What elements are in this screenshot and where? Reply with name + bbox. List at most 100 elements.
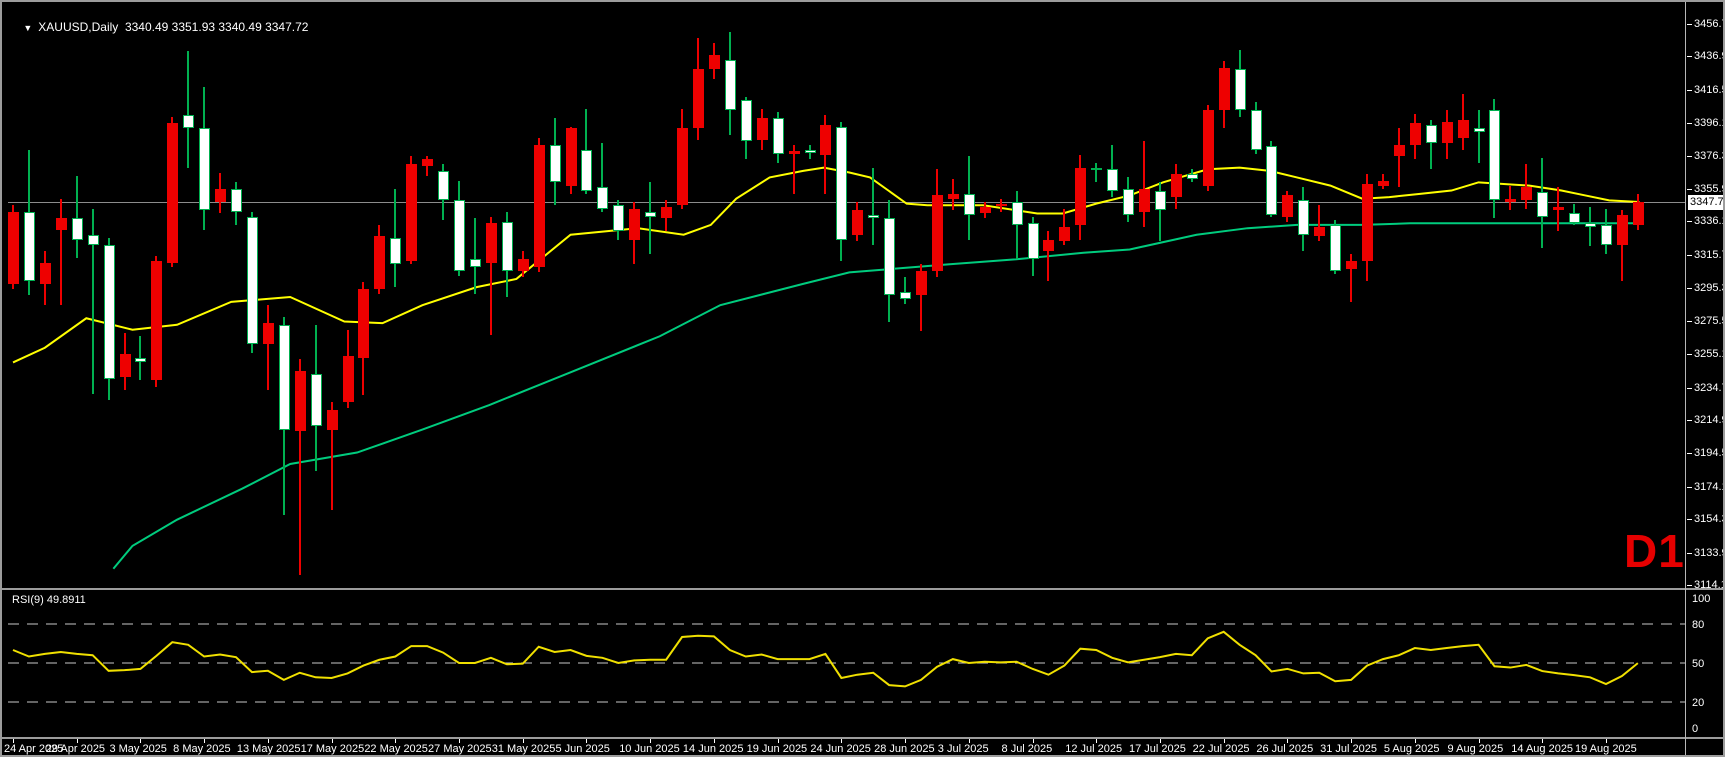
candle-body-bear	[549, 144, 561, 183]
candle-body-bull	[820, 125, 832, 155]
candle-body-bear	[1091, 167, 1103, 170]
date-axis-divider	[2, 737, 1723, 739]
date-tick	[76, 739, 78, 743]
candle-body-bull	[358, 288, 370, 358]
candle-body-bull	[947, 193, 959, 199]
price-axis-label: 3336.10	[1694, 215, 1723, 228]
price-axis-label: 3315.70	[1694, 248, 1723, 261]
price-tick	[1687, 519, 1692, 521]
candle-wick	[394, 188, 397, 288]
date-axis-label: 29 Apr 2025	[45, 743, 106, 755]
candle-body-bull	[374, 236, 386, 289]
rsi-axis-label: 0	[1692, 723, 1699, 735]
date-axis-label: 12 Jul 2025	[1065, 743, 1123, 755]
candle-wick	[1158, 182, 1161, 242]
date-tick	[140, 739, 142, 743]
candle-body-bull	[1553, 206, 1565, 211]
candle-body-bear	[438, 170, 450, 201]
date-tick	[1351, 739, 1353, 743]
candle-body-bear	[597, 187, 609, 209]
candle-body-bear	[1234, 69, 1246, 111]
candle-body-bull	[565, 128, 577, 186]
candle-wick	[187, 51, 190, 168]
price-tick	[1687, 24, 1692, 25]
date-tick	[1159, 739, 1161, 743]
date-tick	[905, 739, 907, 743]
candle-body-bull	[995, 203, 1007, 206]
candle-wick	[298, 359, 301, 576]
candle-wick	[1143, 141, 1146, 227]
price-axis-label: 3234.70	[1694, 381, 1723, 394]
candle-body-bull	[1377, 180, 1389, 186]
date-axis-label: 22 May 2025	[364, 743, 428, 755]
price-tick	[1687, 387, 1692, 389]
candle-body-bear	[1489, 110, 1501, 201]
date-axis-label: 13 May 2025	[236, 743, 301, 755]
candle-body-bear	[71, 218, 83, 240]
candle-body-bear	[868, 215, 880, 219]
candle-wick	[824, 115, 827, 194]
candle-body-bull	[1314, 226, 1326, 237]
price-tick	[1687, 221, 1692, 223]
date-tick	[841, 739, 843, 743]
date-axis-label: 22 Jul 2025	[1192, 743, 1250, 755]
candle-body-bull	[979, 206, 991, 214]
price-axis-label: 3194.50	[1694, 447, 1723, 460]
date-axis-label: 14 Jun 2025	[682, 743, 744, 755]
candle-body-bull	[629, 208, 641, 240]
date-tick	[777, 739, 779, 743]
candle-body-bear	[645, 211, 657, 217]
ma-fast-line	[12, 166, 1640, 364]
collapse-triangle-icon[interactable]: ▼	[23, 23, 33, 33]
date-axis-label: 26 Jul 2025	[1256, 743, 1314, 755]
candle-body-bear	[87, 234, 99, 245]
candle-body-bull	[422, 159, 434, 166]
price-tick	[1687, 486, 1692, 488]
candle-body-bull	[916, 270, 927, 296]
candle-body-bear	[1186, 174, 1198, 180]
candle-body-bear	[772, 118, 784, 155]
date-axis-label: 3 May 2025	[109, 743, 167, 755]
candle-wick	[1509, 185, 1512, 211]
price-axis-label: 3133.90	[1694, 546, 1723, 559]
candle-body-bull	[326, 409, 338, 430]
candle-body-bear	[1425, 125, 1437, 144]
candle-body-bear	[1266, 146, 1278, 216]
date-tick	[968, 739, 970, 743]
panel-divider[interactable]	[2, 588, 1723, 590]
price-axis-label: 3355.90	[1694, 183, 1723, 196]
candle-body-bear	[1569, 213, 1581, 224]
candle-body-bull	[1457, 120, 1469, 139]
price-tick	[1687, 453, 1692, 455]
price-tick	[1687, 419, 1692, 421]
date-tick	[395, 739, 397, 743]
candle-wick	[904, 277, 907, 304]
date-axis-label: 19 Aug 2025	[1575, 743, 1637, 755]
date-tick	[713, 739, 715, 743]
price-axis-label: 3174.10	[1694, 480, 1723, 493]
candle-wick	[266, 305, 269, 391]
candle-body-bull	[1346, 260, 1358, 270]
candle-body-bull	[661, 206, 673, 219]
date-tick	[1542, 739, 1544, 743]
candle-body-bull	[788, 151, 800, 155]
candle-wick	[1397, 128, 1400, 188]
candle-body-bull	[8, 211, 19, 284]
candle-body-bear	[1250, 110, 1262, 150]
candle-wick	[75, 175, 78, 258]
candle-body-bear	[1107, 169, 1119, 191]
candle-body-bull	[1218, 67, 1230, 111]
date-axis-label: 9 Aug 2025	[1447, 743, 1504, 755]
candle-body-bull	[533, 144, 545, 268]
candle-body-bear	[501, 221, 513, 271]
candle-body-bear	[581, 149, 593, 191]
candle-wick	[601, 143, 604, 212]
date-axis-label: 28 Jun 2025	[874, 743, 935, 755]
candle-body-bear	[1298, 200, 1310, 235]
price-axis-label: 3456.70	[1694, 18, 1723, 30]
candle-wick	[1047, 231, 1050, 281]
candle-body-bull	[342, 355, 354, 402]
date-axis-label: 24 Jun 2025	[810, 743, 871, 755]
date-axis-label: 5 Jun 2025	[555, 743, 610, 755]
